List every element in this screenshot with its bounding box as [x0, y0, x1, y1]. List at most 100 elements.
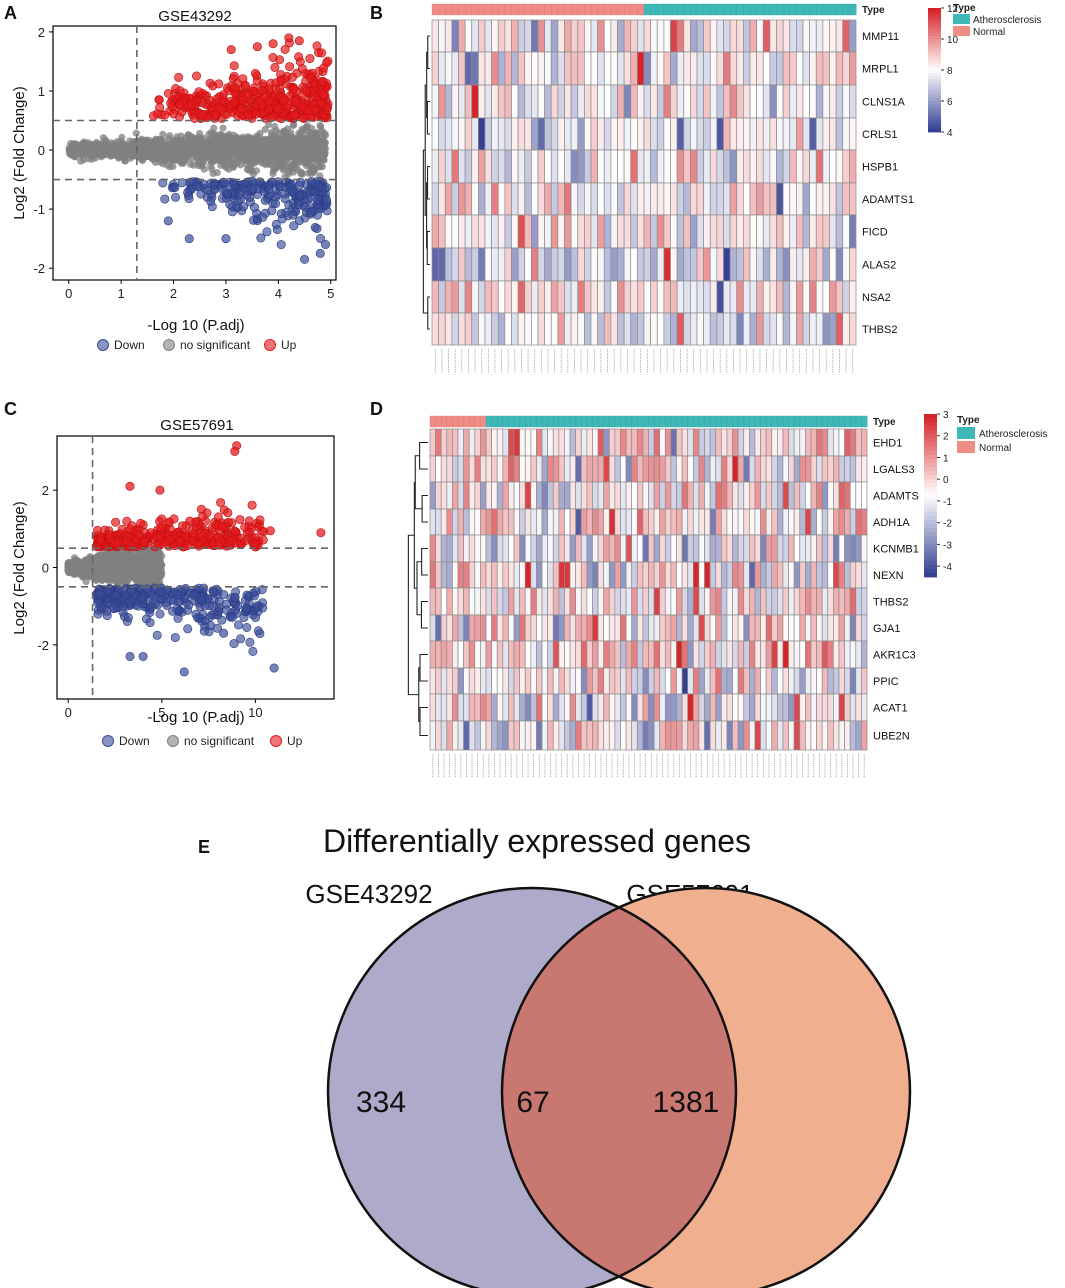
heatmap-cell	[676, 117, 685, 151]
heatmap-cell	[484, 19, 492, 53]
heatmap-cell	[716, 51, 724, 86]
ns-point	[289, 152, 297, 160]
heatmap-cell	[471, 247, 479, 282]
heatmap-cell	[564, 214, 572, 249]
legend-c-down-label: Down	[119, 734, 150, 748]
ns-point	[114, 569, 122, 577]
heatmap-cell	[577, 280, 585, 314]
annotation-normal	[431, 3, 440, 16]
up-point	[289, 84, 299, 94]
heatmap-cell	[835, 149, 844, 184]
heatmap-cell	[676, 182, 685, 216]
annotation-normal	[544, 3, 552, 16]
up-point	[287, 72, 297, 82]
heatmap-cell	[670, 280, 678, 314]
heatmap-cell	[796, 84, 804, 119]
heatmap-cell	[656, 247, 665, 282]
down-point	[276, 240, 286, 250]
up-point	[231, 527, 241, 537]
annotation-atherosclerosis	[736, 3, 744, 16]
ns-point	[155, 137, 163, 145]
heatmap-cell	[531, 19, 539, 53]
heatmap-cell	[815, 84, 824, 119]
heatmap-cell	[849, 51, 857, 86]
up-point	[122, 516, 132, 526]
heatmap-cell	[663, 182, 671, 216]
heatmap-cell	[491, 19, 499, 53]
down-point	[208, 601, 218, 611]
ns-point	[279, 146, 287, 154]
heatmap-cell	[756, 51, 764, 86]
down-point	[258, 603, 268, 613]
up-point	[225, 536, 235, 546]
heatmap-cell	[703, 214, 711, 249]
heatmap-cell	[696, 117, 704, 151]
ns-point	[123, 557, 131, 565]
heatmap-cell	[637, 117, 645, 151]
heatmap-cell	[842, 182, 850, 216]
up-point	[154, 95, 164, 105]
heatmap-cell	[776, 19, 784, 53]
up-point	[243, 110, 253, 120]
heatmap-cell	[849, 19, 857, 53]
y-tick-label: -1	[33, 202, 45, 217]
x-tick-label: 5	[327, 286, 334, 301]
heatmap-cell	[564, 280, 572, 314]
heatmap-cell	[524, 182, 532, 216]
up-point	[318, 77, 328, 87]
heatmap-cell	[438, 280, 446, 314]
heatmap-cell	[656, 51, 665, 86]
heatmap-cell	[716, 214, 724, 249]
heatmap-cell	[550, 149, 559, 184]
up-point	[318, 90, 328, 100]
heatmap-cell	[438, 117, 446, 151]
ns-point	[160, 145, 168, 153]
heatmap-cell	[703, 19, 711, 53]
volcano-c-xlabel: -Log 10 (P.adj)	[147, 709, 244, 726]
down-point	[147, 602, 157, 612]
heatmap-cell	[849, 214, 857, 249]
heatmap-cell	[776, 117, 784, 151]
heatmap-cell	[815, 182, 824, 216]
down-point	[228, 612, 238, 622]
annotation-normal	[458, 3, 466, 16]
ns-point	[277, 136, 285, 144]
heatmap-cell	[842, 280, 850, 314]
heatmap-cell	[458, 214, 466, 249]
ns-point	[312, 129, 320, 137]
heatmap-cell	[431, 214, 439, 249]
dendrogram-branch	[427, 165, 430, 200]
heatmap-cell	[670, 84, 678, 119]
ns-point	[169, 141, 177, 149]
up-point	[294, 36, 304, 46]
heatmap-cell	[570, 247, 579, 282]
heatmap-cell	[723, 19, 731, 53]
panel-label-a: A	[4, 3, 17, 23]
heatmap-cell	[458, 280, 466, 314]
heatmap-cell	[597, 182, 605, 216]
heatmap-cell	[743, 214, 751, 249]
annotation-atherosclerosis	[716, 3, 724, 16]
ns-point	[283, 136, 291, 144]
up-point	[317, 48, 327, 58]
heatmap-cell	[590, 182, 598, 216]
heatmap-cell	[756, 19, 764, 53]
heatmap-cell	[749, 84, 757, 119]
down-point	[173, 613, 183, 623]
heatmap-cell	[683, 182, 691, 216]
heatmap-cell	[782, 19, 791, 53]
annotation-atherosclerosis	[835, 3, 844, 16]
heatmap-cell	[603, 182, 612, 216]
heatmap-cell	[497, 214, 506, 249]
heatmap-cell	[789, 19, 797, 53]
heatmap-cell	[723, 280, 731, 314]
heatmap-cell	[577, 19, 585, 53]
heatmap-b-type-annotation	[431, 3, 857, 16]
heatmap-cell	[617, 280, 625, 314]
heatmap-cell	[464, 19, 473, 53]
up-point	[155, 103, 165, 113]
heatmap-cell	[835, 51, 844, 86]
ns-point	[303, 142, 311, 150]
down-point	[103, 586, 113, 596]
heatmap-cell	[683, 247, 691, 282]
